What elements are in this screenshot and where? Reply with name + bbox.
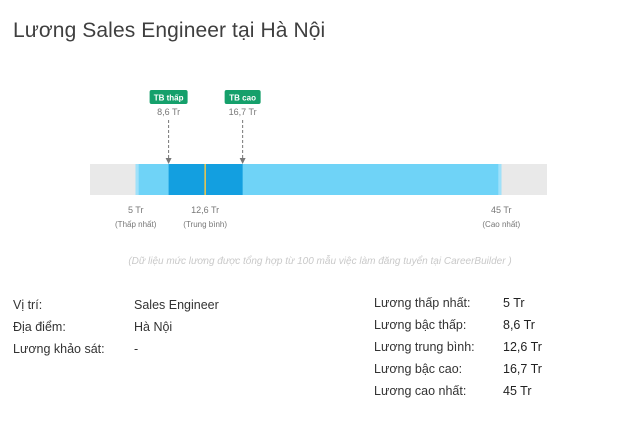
summary-row-lower: Lương bậc thấp: 8,6 Tr — [374, 314, 542, 336]
detail-label: Địa điểm: — [13, 320, 66, 334]
axis-label-2: 45 Tr — [491, 205, 512, 215]
detail-value: Sales Engineer — [134, 298, 219, 312]
axis-label-1: 12,6 Tr — [191, 205, 219, 215]
detail-label: Lương khảo sát: — [13, 342, 105, 356]
summary-row-lowest: Lương thấp nhất: 5 Tr — [374, 292, 542, 314]
summary-value: 16,7 Tr — [503, 362, 542, 376]
detail-row-position: Vị trí: Sales Engineer — [13, 294, 219, 316]
marker-badge-label-1: TB cao — [229, 94, 256, 103]
summary-row-upper: Lương bậc cao: 16,7 Tr — [374, 358, 542, 380]
detail-value: Hà Nội — [134, 320, 173, 334]
summary-row-highest: Lương cao nhất: 45 Tr — [374, 380, 542, 402]
axis-label-0: 5 Tr — [128, 205, 144, 215]
marker-badge-0 — [149, 90, 188, 104]
summary-label: Lương trung bình: — [374, 340, 475, 354]
summary-value: 12,6 Tr — [503, 340, 542, 354]
bar-range-min-edge — [135, 164, 139, 195]
marker-value-label-0: 8,6 Tr — [157, 107, 180, 117]
bar-range-max-edge — [498, 164, 502, 195]
page-title: Lương Sales Engineer tại Hà Nội — [13, 19, 326, 42]
summary-value: 5 Tr — [503, 296, 525, 310]
detail-row-location: Địa điểm: Hà Nội — [13, 316, 219, 338]
marker-badge-label-0: TB thấp — [154, 94, 184, 103]
detail-label: Vị trí: — [13, 298, 43, 312]
axis-sublabel-0: (Thấp nhất) — [115, 220, 157, 229]
axis-sublabel-1: (Trung bình) — [183, 220, 227, 229]
summary-value: 45 Tr — [503, 384, 532, 398]
detail-row-surveyed-salary: Lương khảo sát: - — [13, 338, 219, 360]
summary-label: Lương bậc cao: — [374, 362, 463, 376]
summary-value: 8,6 Tr — [503, 318, 535, 332]
data-source-note: (Dữ liệu mức lương được tổng hợp từ 100 … — [128, 256, 512, 267]
summary-label: Lương cao nhất: — [374, 384, 467, 398]
salary-range-chart: TB thấp 8,6 Tr TB cao 16,7 Tr 5 Tr (Thấp nhất… — [90, 90, 547, 229]
summary-label: Lương bậc thấp: — [374, 318, 467, 332]
summary-label: Lương thấp nhất: — [374, 296, 471, 310]
marker-badge-1 — [224, 90, 261, 104]
axis-sublabel-2: (Cao nhất) — [482, 220, 520, 229]
salary-summary: Lương thấp nhất: 5 Tr Lương bậc thấp: 8,… — [374, 292, 542, 402]
marker-arrow-0 — [165, 158, 172, 164]
marker-arrow-1 — [239, 158, 246, 164]
summary-row-average: Lương trung bình: 12,6 Tr — [374, 336, 542, 358]
detail-value: - — [134, 342, 139, 356]
marker-value-label-1: 16,7 Tr — [229, 107, 257, 117]
job-details: Vị trí: Sales Engineer Địa điểm: Hà Nội … — [13, 294, 219, 360]
